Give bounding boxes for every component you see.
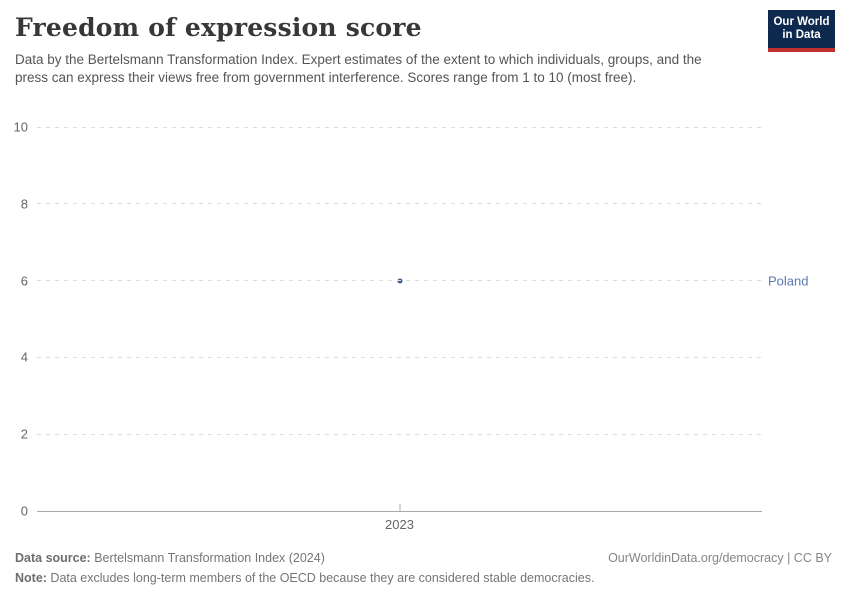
y-tick-label-2: 2 [20, 426, 28, 442]
y-tick-label-10: 10 [13, 119, 28, 135]
note-value: Data excludes long-term members of the O… [46, 571, 595, 585]
gridline-0 [37, 510, 762, 512]
owid-logo-line1: Our World [773, 16, 830, 28]
note-line: Note: Data excludes long-term members of… [15, 568, 832, 588]
data-source-line: Data source: Bertelsmann Transformation … [15, 548, 325, 568]
gridline-6 [37, 280, 762, 282]
owid-logo-line2: in Data [782, 29, 821, 41]
chart-subtitle: Data by the Bertelsmann Transformation I… [15, 52, 702, 85]
x-axis-tick-2023 [399, 504, 400, 511]
data-source-label: Data source: [15, 551, 91, 565]
y-tick-label-8: 8 [20, 196, 28, 212]
plot-area [37, 126, 762, 512]
gridline-8 [37, 203, 762, 205]
gridline-2 [37, 433, 762, 435]
data-source-value: Bertelsmann Transformation Index (2024) [90, 551, 325, 565]
attribution-link[interactable]: OurWorldinData.org/democracy | CC BY [608, 551, 832, 565]
y-tick-label-0: 0 [20, 503, 28, 519]
entity-label-poland[interactable]: Poland [768, 273, 809, 289]
gridline-10 [37, 126, 762, 128]
page-title: Freedom of expression score [15, 13, 422, 42]
y-tick-label-4: 4 [20, 349, 28, 365]
gridline-4 [37, 356, 762, 358]
y-tick-label-6: 6 [20, 273, 28, 289]
chart-footer: Data source: Bertelsmann Transformation … [15, 548, 832, 588]
note-label: Note: [15, 571, 47, 585]
owid-logo[interactable]: Our World in Data [768, 10, 835, 52]
x-axis-tick-label: 2023 [385, 517, 414, 532]
y-axis-labels: 0 2 4 6 8 10 [0, 120, 28, 519]
